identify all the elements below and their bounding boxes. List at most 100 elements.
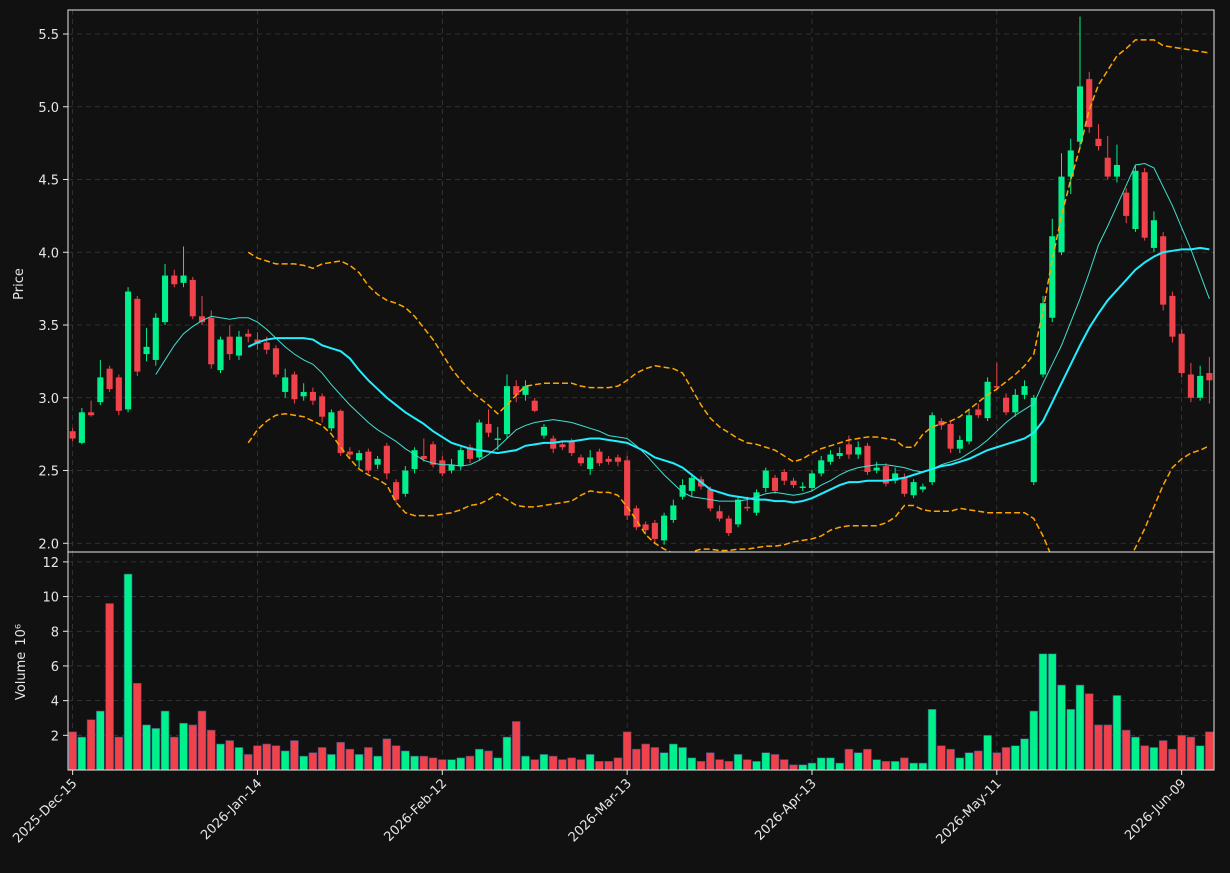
candle-body <box>457 450 464 467</box>
volume-bar <box>548 755 558 770</box>
candle-body <box>1095 138 1102 147</box>
candle-body <box>208 317 215 365</box>
volume-bar <box>179 722 188 770</box>
volume-bar <box>826 757 835 770</box>
candle-body <box>439 460 446 474</box>
candle-body <box>947 423 954 449</box>
volume-bar <box>724 761 734 770</box>
candle-body <box>614 457 621 462</box>
volume-frame <box>67 551 1215 771</box>
y-tick-label: 5.0 <box>38 101 59 116</box>
candle-body <box>97 377 104 403</box>
volume-bar <box>835 762 844 770</box>
candle-body <box>744 506 751 509</box>
candle-body <box>1123 192 1130 216</box>
candle-body <box>790 480 797 486</box>
volume-bar <box>900 757 909 770</box>
volume-bar <box>391 745 401 770</box>
candle-body <box>1039 303 1047 375</box>
candle-body <box>716 511 723 519</box>
candle-body <box>291 374 298 400</box>
candle-body <box>679 485 686 497</box>
volume-bar <box>1057 684 1066 770</box>
volume-bar <box>206 729 216 770</box>
candle-body <box>300 391 307 397</box>
volume-bar <box>438 759 447 770</box>
candle-body <box>319 396 326 417</box>
candle-body <box>115 377 122 411</box>
candle-body <box>1104 157 1111 177</box>
volume-bar <box>585 754 595 770</box>
volume-bar <box>1011 745 1020 770</box>
candle-body <box>171 275 178 285</box>
volume-tick-label: 8 <box>51 625 59 640</box>
candle-body <box>328 412 335 429</box>
y-tick-label: 5.5 <box>38 28 59 43</box>
volume-bar <box>743 759 752 770</box>
volume-bar <box>918 762 928 770</box>
overlay-line <box>247 246 1210 504</box>
volume-bar <box>234 747 244 770</box>
volume-bar <box>1103 724 1112 770</box>
volume-bar <box>706 752 715 770</box>
candle-body <box>688 477 695 491</box>
volume-bar <box>1001 747 1011 770</box>
volume-bar <box>1195 745 1205 770</box>
volume-bar <box>1112 695 1122 770</box>
volume-bar <box>373 755 382 770</box>
candle-body <box>919 486 926 490</box>
candle-body <box>808 473 816 488</box>
volume-bar <box>345 748 355 770</box>
candle-body <box>734 499 742 525</box>
volume-bar <box>243 754 253 770</box>
y-tick-label: 3.5 <box>38 319 59 334</box>
candle-body <box>892 473 899 481</box>
volume-bar <box>1140 745 1149 770</box>
volume-bar <box>567 757 576 770</box>
candle-body <box>198 316 206 323</box>
volume-bar <box>632 748 641 770</box>
y-tick-label: 4.0 <box>38 246 59 261</box>
candle-body <box>929 415 936 483</box>
volume-bar <box>927 708 937 770</box>
candle-body <box>1178 333 1185 374</box>
volume-bar <box>419 755 429 770</box>
candle-body <box>513 386 520 395</box>
candle-body <box>596 451 603 464</box>
candle-body <box>1049 236 1056 318</box>
candle-body <box>226 336 233 355</box>
candle-body <box>78 412 85 443</box>
volume-axis-label: Volume 10⁶ <box>14 624 29 700</box>
candle-body <box>651 522 658 539</box>
volume-bar <box>622 731 632 770</box>
y-tick-label: 2.0 <box>38 537 59 552</box>
candle-body <box>1113 164 1121 177</box>
volume-bar <box>659 752 669 770</box>
volume-bar <box>271 745 281 770</box>
candle-body <box>707 489 714 509</box>
candle-body <box>531 400 538 411</box>
candle-body <box>975 409 982 416</box>
volume-bar <box>382 738 392 770</box>
volume-bar <box>474 748 484 770</box>
volume-bar <box>317 747 327 770</box>
volume-bar <box>1131 736 1140 770</box>
volume-bar <box>336 741 345 770</box>
candle-body <box>430 444 437 465</box>
volume-tick-label: 6 <box>51 660 59 675</box>
candle-body <box>762 470 769 488</box>
volume-bar <box>280 750 290 770</box>
candle-body <box>827 454 834 462</box>
candle-body <box>956 439 963 449</box>
volume-bar <box>1029 710 1039 770</box>
candle-body <box>1086 79 1093 128</box>
volume-bar <box>327 754 336 770</box>
volume-bar <box>696 761 706 770</box>
volume-bar <box>151 728 161 770</box>
volume-bar <box>1121 729 1131 770</box>
volume-bar <box>955 757 965 770</box>
volume-bar <box>1168 748 1177 770</box>
candle-body <box>966 415 973 442</box>
volume-bar <box>1084 693 1094 770</box>
